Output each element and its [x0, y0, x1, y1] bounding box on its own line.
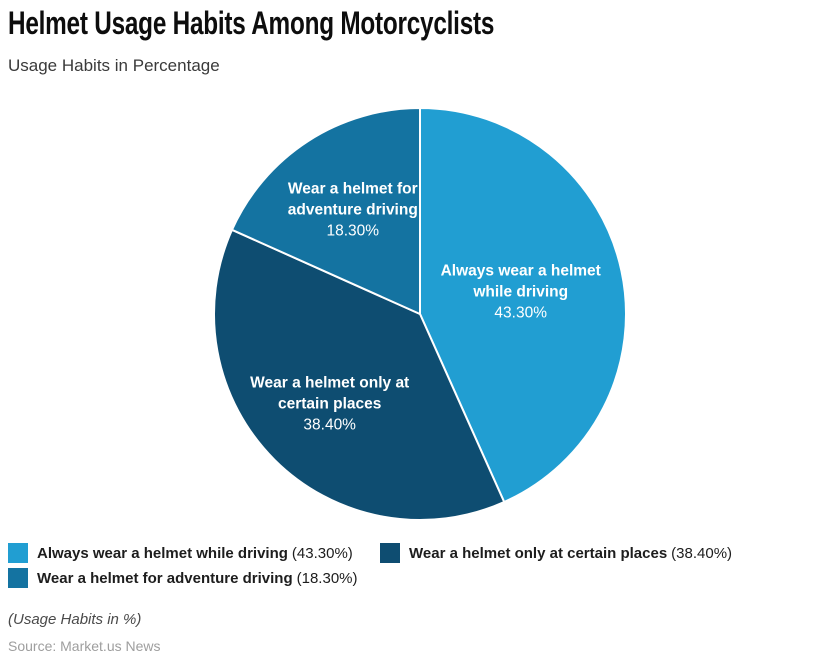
pie-slice-2[interactable] — [230, 107, 421, 315]
source-credit: Source: Market.us News — [8, 638, 161, 654]
chart-subtitle: Usage Habits in Percentage — [8, 56, 220, 75]
legend-text: Wear a helmet for adventure driving (18.3… — [37, 570, 358, 587]
legend-label: Always wear a helmet while driving — [37, 544, 288, 562]
legend-percent: (43.30%) — [291, 544, 353, 562]
legend-text: Always wear a helmet while driving (43.30… — [37, 545, 353, 562]
legend-percent: (38.40%) — [671, 544, 733, 562]
pie-slice-1[interactable] — [213, 228, 506, 521]
legend-item-certain-places[interactable]: Wear a helmet only at certain places (38.… — [380, 543, 732, 563]
legend: Always wear a helmet while driving (43.30… — [8, 543, 732, 588]
legend-swatch-icon — [8, 568, 28, 588]
pie-slice-0[interactable] — [419, 107, 627, 504]
page-title: Helmet Usage Habits Among Motorcyclists — [8, 5, 495, 41]
legend-text: Wear a helmet only at certain places (38.… — [409, 545, 732, 562]
legend-label: Wear a helmet for adventure driving — [37, 569, 293, 587]
legend-percent: (18.30%) — [296, 569, 358, 587]
legend-swatch-icon — [8, 543, 28, 563]
legend-item-always-wear[interactable]: Always wear a helmet while driving (43.30… — [8, 543, 380, 563]
units-note: (Usage Habits in %) — [8, 611, 142, 628]
legend-swatch-icon — [380, 543, 400, 563]
legend-item-adventure-driving[interactable]: Wear a helmet for adventure driving (18.3… — [8, 568, 380, 588]
legend-label: Wear a helmet only at certain places — [409, 544, 668, 562]
